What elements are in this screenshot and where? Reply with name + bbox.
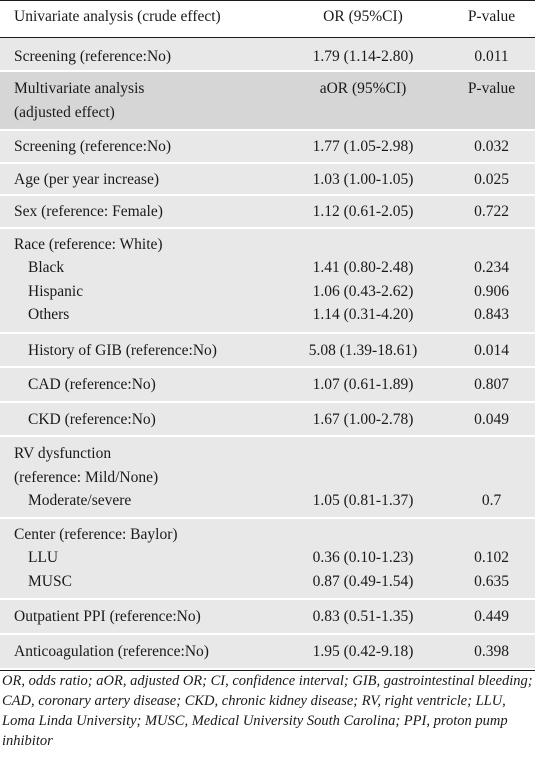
mv-age-or: 1.03 (1.00-1.05) bbox=[278, 162, 448, 196]
mv-gib-label: History of GIB (reference:No) bbox=[0, 332, 278, 368]
mv-gib-p: 0.014 bbox=[448, 332, 535, 368]
rv-row: RV dysfunction (reference: Mild/None) Mo… bbox=[0, 436, 535, 519]
multivariate-header-line2: (adjusted effect) bbox=[14, 103, 115, 121]
mv-age-label: Age (per year increase) bbox=[0, 162, 278, 196]
mv-race-others-p: 0.843 bbox=[474, 306, 509, 323]
multivariate-header-pvalue: P-value bbox=[448, 71, 535, 131]
table-row: Age (per year increase) 1.03 (1.00-1.05)… bbox=[0, 162, 535, 196]
table-row: Sex (reference: Female) 1.12 (0.61-2.05)… bbox=[0, 195, 535, 229]
mv-gib-or: 5.08 (1.39-18.61) bbox=[278, 332, 448, 368]
mv-cad-label: CAD (reference:No) bbox=[0, 367, 278, 403]
mv-rv-moderate-or: 1.05 (0.81-1.37) bbox=[312, 492, 414, 509]
univariate-screening-p: 0.011 bbox=[448, 37, 535, 72]
mv-center-llu-p: 0.102 bbox=[474, 549, 509, 566]
mv-screening-p: 0.032 bbox=[448, 130, 535, 164]
table-row: History of GIB (reference:No) 5.08 (1.39… bbox=[0, 332, 535, 368]
mv-center-llu-or: 0.36 (0.10-1.23) bbox=[312, 549, 414, 566]
header-or: OR (95%CI) bbox=[278, 0, 448, 38]
univariate-screening-or: 1.79 (1.14-2.80) bbox=[278, 37, 448, 72]
mv-age-p: 0.025 bbox=[448, 162, 535, 196]
multivariate-header-aor: aOR (95%CI) bbox=[278, 71, 448, 131]
mv-rv-label-line1: RV dysfunction bbox=[14, 445, 112, 462]
mv-anticoag-label: Anticoagulation (reference:No) bbox=[0, 633, 278, 670]
mv-ckd-label: CKD (reference:No) bbox=[0, 401, 278, 437]
mv-center-musc-or: 0.87 (0.49-1.54) bbox=[312, 572, 414, 590]
race-row: Race (reference: White) Black Hispanic O… bbox=[0, 227, 535, 334]
mv-ckd-p: 0.049 bbox=[448, 401, 535, 437]
multivariate-header-row: Multivariate analysis (adjusted effect) … bbox=[0, 71, 535, 131]
mv-anticoag-or: 1.95 (0.42-9.18) bbox=[278, 633, 448, 670]
mv-screening-label: Screening (reference:No) bbox=[0, 130, 278, 164]
mv-race-black-label: Black bbox=[28, 259, 65, 276]
table-row: CAD (reference:No) 1.07 (0.61-1.89) 0.80… bbox=[0, 367, 535, 403]
mv-race-others-label: Others bbox=[28, 306, 70, 323]
table-row: Screening (reference:No) 1.79 (1.14-2.80… bbox=[0, 37, 535, 72]
table-footnote: OR, odds ratio; aOR, adjusted OR; CI, co… bbox=[0, 670, 535, 751]
mv-sex-or: 1.12 (0.61-2.05) bbox=[278, 195, 448, 229]
mv-race-others-or: 1.14 (0.31-4.20) bbox=[312, 306, 414, 323]
mv-center-musc-p: 0.635 bbox=[474, 572, 509, 590]
mv-race-black-p: 0.234 bbox=[474, 259, 509, 276]
mv-screening-or: 1.77 (1.05-2.98) bbox=[278, 130, 448, 164]
table-row: CKD (reference:No) 1.67 (1.00-2.78) 0.04… bbox=[0, 401, 535, 437]
multivariate-header-line1: Multivariate analysis bbox=[14, 80, 145, 97]
header-analysis: Univariate analysis (crude effect) bbox=[0, 0, 278, 38]
table-header-row: Univariate analysis (crude effect) OR (9… bbox=[0, 0, 535, 38]
table-row: Anticoagulation (reference:No) 1.95 (0.4… bbox=[0, 633, 535, 670]
mv-cad-or: 1.07 (0.61-1.89) bbox=[278, 367, 448, 403]
univariate-screening-label: Screening (reference:No) bbox=[0, 37, 278, 72]
mv-race-hispanic-label: Hispanic bbox=[28, 282, 84, 300]
mv-anticoag-p: 0.398 bbox=[448, 633, 535, 670]
mv-rv-label-line2: (reference: Mild/None) bbox=[14, 468, 159, 486]
mv-center-musc-label: MUSC bbox=[28, 572, 72, 590]
mv-sex-p: 0.722 bbox=[448, 195, 535, 229]
mv-rv-moderate-label: Moderate/severe bbox=[28, 492, 132, 509]
mv-race-black-or: 1.41 (0.80-2.48) bbox=[312, 259, 414, 276]
mv-rv-moderate-p: 0.7 bbox=[481, 492, 502, 509]
mv-race-hispanic-or: 1.06 (0.43-2.62) bbox=[312, 282, 414, 300]
mv-ppi-or: 0.83 (0.51-1.35) bbox=[278, 599, 448, 635]
mv-ppi-label: Outpatient PPI (reference:No) bbox=[0, 599, 278, 635]
mv-ckd-or: 1.67 (1.00-2.78) bbox=[278, 401, 448, 437]
header-pvalue: P-value bbox=[448, 0, 535, 38]
regression-table: Univariate analysis (crude effect) OR (9… bbox=[0, 0, 535, 670]
mv-race-hispanic-p: 0.906 bbox=[474, 282, 509, 300]
mv-center-llu-label: LLU bbox=[28, 549, 59, 566]
mv-race-label: Race (reference: White) bbox=[14, 235, 163, 253]
mv-sex-label: Sex (reference: Female) bbox=[0, 195, 278, 229]
table-row: Screening (reference:No) 1.77 (1.05-2.98… bbox=[0, 130, 535, 164]
table-row: Outpatient PPI (reference:No) 0.83 (0.51… bbox=[0, 599, 535, 635]
mv-cad-p: 0.807 bbox=[448, 367, 535, 403]
center-row: Center (reference: Baylor) LLU MUSC 0.36… bbox=[0, 517, 535, 600]
mv-ppi-p: 0.449 bbox=[448, 599, 535, 635]
mv-center-label: Center (reference: Baylor) bbox=[14, 525, 178, 543]
